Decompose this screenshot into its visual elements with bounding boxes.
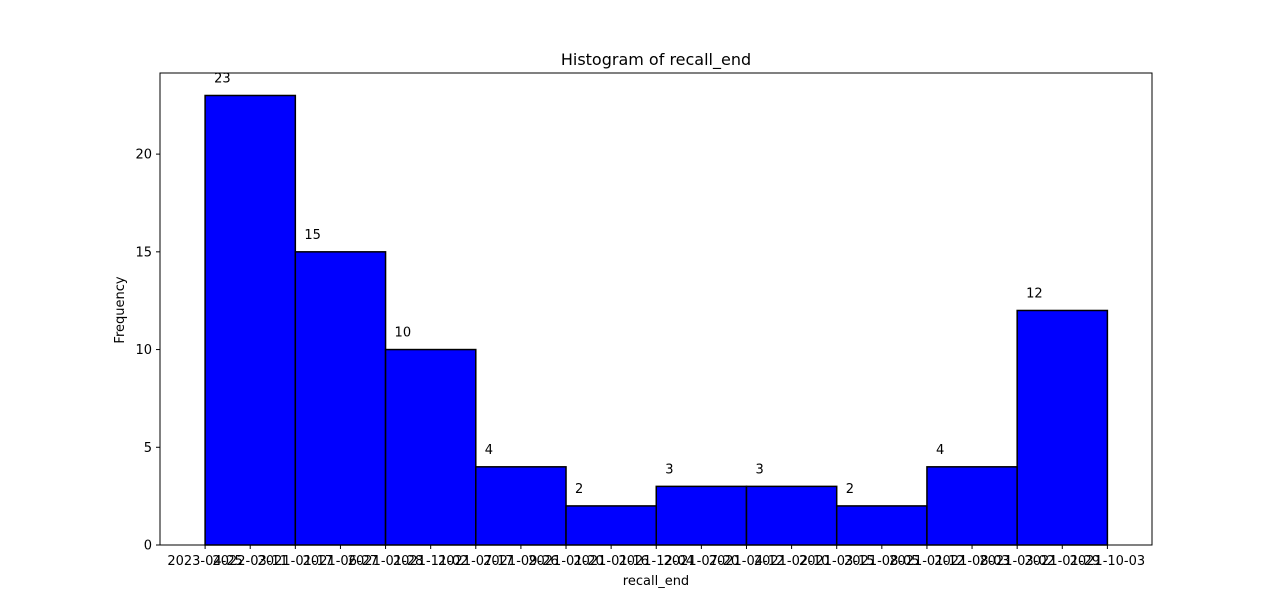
x-axis: 2023-04-252022-03-112021-01-172021-06-27… — [167, 545, 1145, 569]
y-tick-label: 0 — [144, 539, 152, 554]
x-tick-label: 2021-01-12 — [889, 554, 965, 569]
x-tick-label: 2021-10-03 — [1070, 554, 1146, 569]
x-tick-label: 2021-01-16 — [573, 554, 649, 569]
bar-value-label: 10 — [395, 326, 412, 341]
bar-value-label: 4 — [485, 443, 493, 458]
x-tick-label: 2023-04-25 — [167, 554, 243, 569]
bar-value-label: 12 — [1026, 286, 1043, 301]
histogram-bar — [204, 94, 297, 546]
y-axis: 0 5 10 15 20 — [135, 148, 160, 554]
bar-value-label: 15 — [304, 228, 321, 243]
histogram-bar — [745, 485, 838, 546]
chart-title: Histogram of recall_end — [561, 50, 751, 70]
y-axis-label: Frequency — [113, 276, 128, 343]
x-tick-label: 2021-07-17 — [438, 554, 514, 569]
y-tick-label: 5 — [144, 441, 152, 456]
bar-value-label: 23 — [214, 71, 231, 86]
histogram-bar — [1016, 309, 1109, 546]
histogram-bar — [835, 505, 928, 546]
histogram-bar — [655, 485, 748, 546]
histogram-bar — [294, 251, 387, 546]
x-tick-label: 2021-07-20 — [664, 554, 740, 569]
x-tick-label: 2021-03-02 — [979, 554, 1055, 569]
bar-value-label: 3 — [665, 462, 673, 477]
x-tick-label: 2021-08-03 — [934, 554, 1010, 569]
bar-value-label: 4 — [936, 443, 944, 458]
bars-group — [204, 94, 1109, 546]
x-tick-label: 2021-02-10 — [754, 554, 830, 569]
x-tick-label: 2021-08-05 — [844, 554, 920, 569]
x-tick-label: 2021-12-04 — [618, 554, 694, 569]
bar-value-label: 2 — [846, 482, 854, 497]
histogram-bar — [926, 466, 1018, 546]
y-tick-label: 15 — [135, 245, 152, 260]
histogram-bar — [475, 466, 567, 546]
bar-value-label: 2 — [575, 482, 583, 497]
y-tick-label: 10 — [135, 343, 152, 358]
histogram-bar — [384, 348, 477, 546]
histogram-bar — [565, 505, 658, 546]
x-tick-label: 2021-01-20 — [528, 554, 604, 569]
x-tick-label: 2021-01-29 — [1025, 554, 1101, 569]
x-tick-label: 2022-03-11 — [212, 554, 288, 569]
x-tick-label: 2021-01-17 — [258, 554, 334, 569]
x-tick-label: 2021-11-02 — [393, 554, 469, 569]
x-tick-label: 2021-04-12 — [709, 554, 785, 569]
x-tick-label: 2021-06-27 — [303, 554, 379, 569]
y-tick-label: 20 — [135, 148, 152, 163]
x-tick-label: 2021-09-26 — [483, 554, 559, 569]
x-axis-label: recall_end — [623, 574, 689, 589]
x-tick-label: 2021-03-15 — [799, 554, 875, 569]
bar-value-label: 3 — [755, 462, 763, 477]
x-tick-label: 2021-01-28 — [348, 554, 424, 569]
